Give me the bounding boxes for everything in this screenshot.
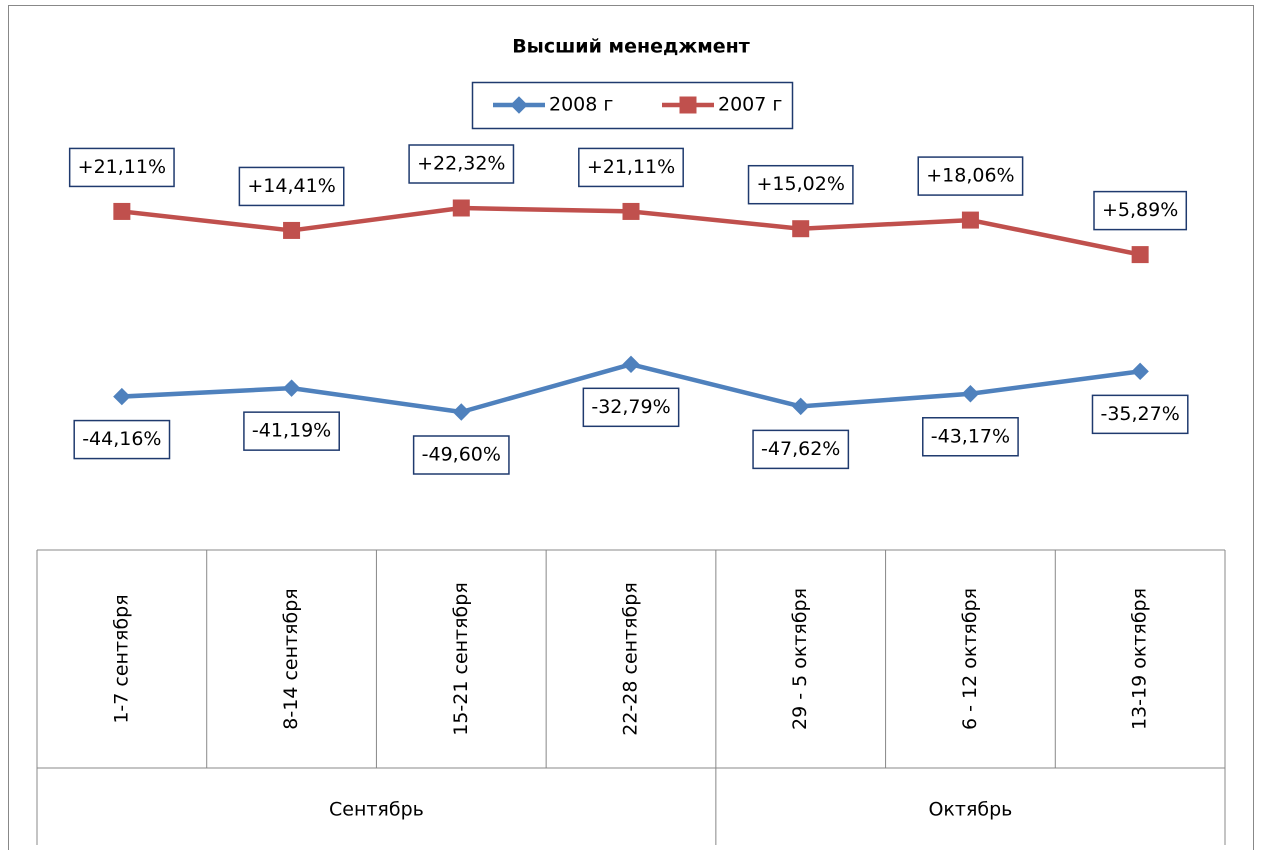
legend-label: 2008 г [549, 94, 613, 116]
data-label-box [73, 419, 171, 460]
marker [113, 387, 131, 406]
marker [452, 199, 470, 217]
data-label-box [238, 166, 345, 207]
data-label-box [243, 411, 340, 451]
data-label: -41,19% [252, 420, 331, 442]
data-label-box [412, 435, 510, 475]
data-label: +22,32% [417, 153, 505, 175]
x-tick-label: 8-14 сентября [280, 588, 302, 729]
data-label-box [578, 147, 684, 188]
marker [1131, 362, 1149, 381]
marker [282, 379, 301, 397]
data-label-box [582, 387, 680, 428]
data-label-box [68, 147, 175, 188]
chart-title: Высший менеджмент [512, 36, 750, 58]
marker [679, 96, 697, 114]
data-label: +15,02% [757, 173, 845, 195]
data-label: +21,11% [78, 156, 166, 178]
data-label-box [408, 144, 515, 184]
x-tick-label: 13-19 октября [1129, 588, 1151, 730]
group-label: Сентябрь [329, 799, 424, 821]
data-label-box [917, 156, 1024, 196]
x-tick-label: 15-21 сентября [450, 582, 472, 736]
data-label: -49,60% [422, 444, 501, 466]
marker [792, 220, 810, 238]
marker [452, 403, 470, 421]
data-label-box [1091, 394, 1189, 435]
marker [961, 211, 979, 229]
data-label: -32,79% [591, 396, 670, 418]
data-label: +5,89% [1102, 199, 1178, 221]
data-label: +21,11% [587, 156, 675, 178]
marker [1131, 246, 1149, 264]
data-label-box [1093, 190, 1188, 231]
chart-frame [8, 5, 1254, 850]
marker [622, 202, 640, 220]
data-label: -35,27% [1100, 403, 1179, 425]
marker [622, 355, 640, 374]
marker [792, 397, 810, 416]
data-label-box [922, 417, 1019, 457]
data-label: -44,16% [82, 428, 161, 450]
data-label-box [747, 164, 854, 205]
x-tick-label: 29 - 5 октября [789, 588, 811, 730]
group-label: Октябрь [928, 799, 1012, 821]
marker [283, 221, 301, 239]
marker [113, 202, 131, 220]
marker [961, 385, 980, 403]
x-tick-label: 1-7 сентября [110, 594, 132, 723]
data-label: +18,06% [926, 165, 1014, 187]
data-label: +14,41% [247, 175, 335, 197]
legend-label: 2007 г [718, 94, 782, 116]
data-label-box [752, 429, 850, 470]
x-tick-label: 22-28 сентября [620, 582, 642, 736]
marker [510, 96, 528, 114]
data-label: -47,62% [761, 438, 840, 460]
data-label: -43,17% [931, 425, 1010, 447]
x-tick-label: 6 - 12 октября [959, 588, 981, 730]
